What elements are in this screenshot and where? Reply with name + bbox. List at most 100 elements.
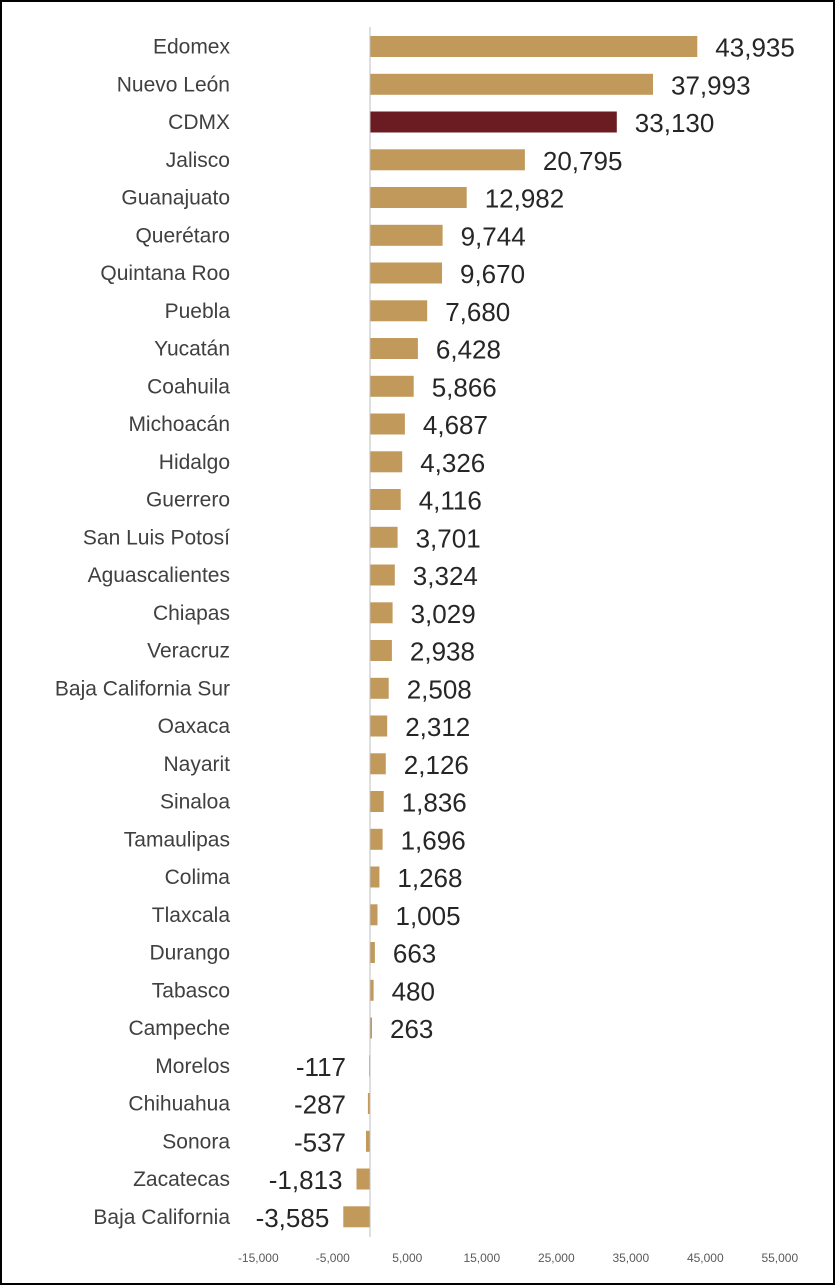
bar-19	[370, 753, 386, 775]
category-label: Sinaloa	[160, 791, 230, 814]
category-label: Michoacán	[128, 413, 230, 436]
value-label: 2,126	[404, 750, 469, 780]
bar-7	[370, 300, 428, 322]
category-label: Chihuahua	[128, 1093, 230, 1116]
value-label: 480	[392, 976, 435, 1006]
category-label: Durango	[149, 942, 230, 965]
bar-28	[367, 1093, 370, 1114]
value-label: 33,130	[635, 108, 715, 138]
x-tick-label: 35,000	[612, 1251, 649, 1265]
category-label: Yucatán	[154, 338, 230, 361]
bar-5	[370, 224, 443, 246]
x-tick-label: 45,000	[687, 1251, 724, 1265]
value-label: 1,005	[396, 901, 461, 931]
bar-11	[370, 451, 403, 473]
bar-2	[370, 111, 617, 133]
bar-14	[370, 564, 395, 586]
value-label: -537	[294, 1127, 346, 1157]
x-tick-label: 5,000	[392, 1251, 422, 1265]
category-label: Oaxaca	[158, 715, 231, 738]
bar-8	[370, 338, 418, 359]
x-tick-label: 25,000	[538, 1251, 575, 1265]
category-label: Hidalgo	[159, 451, 230, 474]
category-label: Aguascalientes	[88, 564, 230, 587]
category-label: Veracruz	[147, 640, 230, 663]
category-label: Puebla	[165, 300, 231, 323]
category-label: Coahuila	[147, 375, 230, 398]
category-label: Campeche	[128, 1017, 230, 1040]
bar-12	[370, 489, 401, 510]
category-label: Quintana Roo	[100, 262, 230, 285]
value-label: 4,326	[420, 448, 485, 478]
bar-16	[370, 640, 392, 661]
value-label: 1,696	[401, 825, 466, 855]
bar-10	[370, 413, 405, 435]
category-label: Nayarit	[163, 753, 230, 776]
bar-24	[370, 942, 375, 963]
category-label: Tlaxcala	[152, 904, 231, 927]
value-label: 5,866	[432, 372, 497, 402]
bar-30	[356, 1168, 370, 1190]
bar-17	[370, 677, 389, 699]
bar-6	[370, 262, 442, 284]
category-label: Sonora	[162, 1130, 230, 1153]
bar-22	[370, 866, 380, 888]
bar-15	[370, 602, 393, 624]
bar-9	[370, 375, 414, 397]
value-label: 2,938	[410, 637, 475, 667]
value-label: -1,813	[269, 1165, 343, 1195]
bar-25	[370, 979, 374, 1001]
category-label: Edomex	[153, 36, 231, 59]
bar-4	[370, 187, 467, 208]
value-label: 1,836	[402, 788, 467, 818]
bar-0	[370, 36, 698, 57]
category-label: San Luis Potosí	[83, 526, 230, 549]
value-label: 37,993	[671, 70, 751, 100]
value-label: 2,508	[407, 674, 472, 704]
value-label: 20,795	[543, 146, 623, 176]
bar-26	[370, 1017, 372, 1039]
value-label: 3,701	[416, 523, 481, 553]
value-label: -287	[294, 1090, 346, 1120]
value-label: -3,585	[256, 1203, 330, 1233]
x-tick-label: 15,000	[463, 1251, 500, 1265]
bar-20	[370, 791, 384, 812]
value-label: 4,116	[419, 486, 482, 516]
x-tick-label: -15,000	[238, 1251, 279, 1265]
value-label: 263	[390, 1014, 433, 1044]
value-label: 7,680	[445, 297, 510, 327]
category-label: Morelos	[155, 1055, 230, 1078]
x-tick-label: -5,000	[316, 1251, 350, 1265]
value-label: 663	[393, 939, 436, 969]
value-label: 9,670	[460, 259, 525, 289]
category-label: Baja California	[93, 1206, 230, 1229]
value-label: 6,428	[436, 335, 501, 365]
value-label: 9,744	[461, 221, 526, 251]
category-label: Baja California Sur	[55, 677, 230, 700]
category-label: Tamaulipas	[124, 828, 230, 851]
bar-1	[370, 73, 653, 95]
category-label: Nuevo León	[117, 73, 230, 96]
category-label: Guerrero	[146, 489, 230, 512]
value-label: 12,982	[485, 184, 565, 214]
value-label: 2,312	[405, 712, 470, 742]
bar-31	[343, 1206, 370, 1228]
value-label: 1,268	[397, 863, 462, 893]
value-label: 3,324	[413, 561, 478, 591]
value-label: 4,687	[423, 410, 488, 440]
category-label: Tabasco	[152, 979, 230, 1002]
bar-13	[370, 526, 398, 548]
category-label: Guanajuato	[121, 187, 230, 210]
value-label: 3,029	[411, 599, 476, 629]
category-label: Colima	[165, 866, 231, 889]
category-label: CDMX	[168, 111, 230, 134]
category-label: Chiapas	[153, 602, 230, 625]
category-label: Zacatecas	[133, 1168, 230, 1191]
bar-18	[370, 715, 388, 737]
bar-3	[370, 149, 525, 171]
bar-23	[370, 904, 378, 926]
category-label: Jalisco	[166, 149, 230, 172]
category-label: Querétaro	[135, 224, 230, 247]
